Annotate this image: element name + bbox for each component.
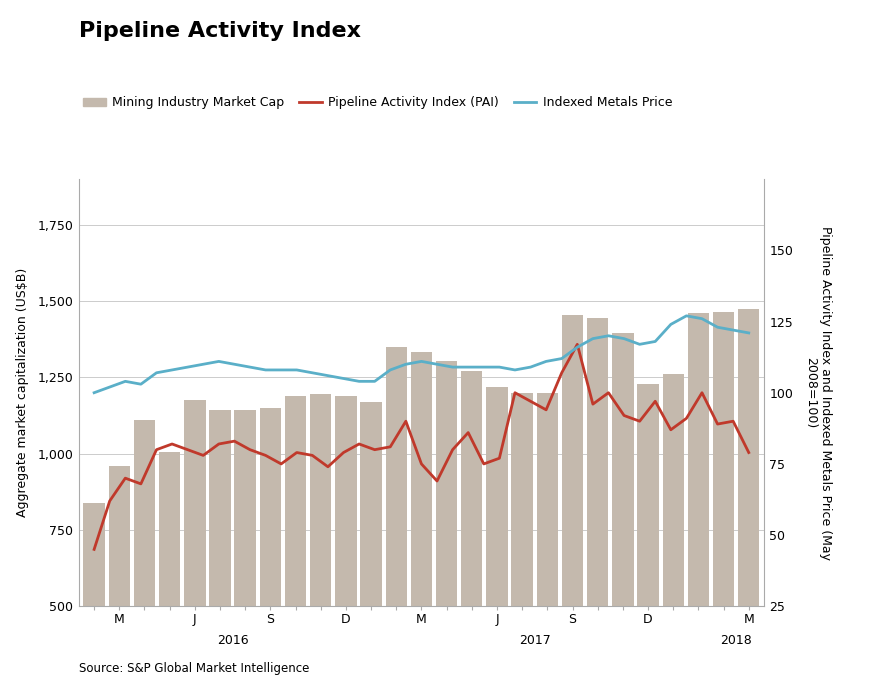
Bar [184, 400, 205, 689]
Bar [637, 384, 658, 689]
Bar [385, 347, 407, 689]
Bar [310, 394, 331, 689]
Bar [460, 371, 482, 689]
Bar [335, 395, 356, 689]
Bar [209, 409, 231, 689]
Bar [234, 409, 255, 689]
Bar [260, 408, 281, 689]
Bar [133, 420, 155, 689]
Bar [159, 452, 180, 689]
Text: 2016: 2016 [217, 634, 248, 647]
Bar [662, 374, 683, 689]
Bar [360, 402, 381, 689]
Bar [83, 502, 104, 689]
Bar [536, 393, 558, 689]
Text: Source: S&P Global Market Intelligence: Source: S&P Global Market Intelligence [79, 662, 309, 675]
Bar [738, 309, 759, 689]
Bar [284, 395, 306, 689]
Bar [712, 312, 733, 689]
Bar [511, 393, 532, 689]
Bar [687, 313, 709, 689]
Bar [611, 333, 633, 689]
Bar [109, 466, 130, 689]
Y-axis label: Aggregate market capitalization (US$B): Aggregate market capitalization (US$B) [17, 268, 29, 517]
Legend: Mining Industry Market Cap, Pipeline Activity Index (PAI), Indexed Metals Price: Mining Industry Market Cap, Pipeline Act… [78, 92, 676, 114]
Text: 2018: 2018 [719, 634, 752, 647]
Bar [435, 361, 457, 689]
Y-axis label: Pipeline Activity Index and Indexed Metals Price (May
2008=100): Pipeline Activity Index and Indexed Meta… [803, 226, 831, 559]
Bar [561, 315, 582, 689]
Bar [486, 387, 507, 689]
Bar [587, 318, 608, 689]
Bar [410, 351, 431, 689]
Text: 2017: 2017 [518, 634, 550, 647]
Text: Pipeline Activity Index: Pipeline Activity Index [79, 21, 360, 41]
